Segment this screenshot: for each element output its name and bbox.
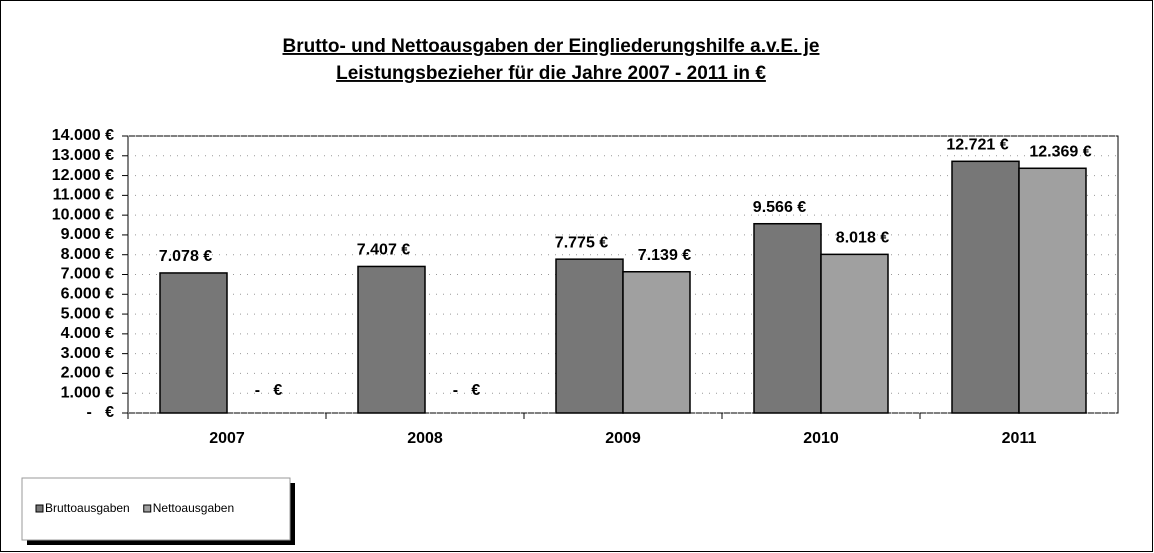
data-label: 12.721 € [946, 137, 1008, 154]
data-label: 8.018 € [836, 230, 889, 247]
chart-title: Leistungsbezieher für die Jahre 2007 - 2… [336, 63, 766, 84]
y-tick-label: 10.000 € [52, 206, 114, 223]
bar [555, 258, 624, 414]
data-label: 7.078 € [159, 248, 212, 265]
y-tick-label: 6.000 € [61, 286, 114, 303]
chart-title: Brutto- und Nettoausgaben der Einglieder… [283, 36, 820, 57]
y-tick-label: 3.000 € [61, 345, 114, 362]
data-label: 7.407 € [357, 242, 410, 259]
y-tick-label: 2.000 € [61, 365, 114, 382]
bar [159, 272, 228, 414]
data-label: - € [255, 382, 283, 399]
y-tick-label: 7.000 € [61, 266, 114, 283]
data-label: 9.566 € [753, 199, 806, 216]
bar [1018, 167, 1087, 414]
y-tick-label: 8.000 € [61, 246, 114, 263]
legend-swatch [35, 504, 44, 513]
y-tick-label: 5.000 € [61, 305, 114, 322]
bar [951, 160, 1020, 414]
y-tick-label: 14.000 € [52, 127, 114, 144]
legend-label: Nettoausgaben [153, 501, 234, 515]
y-tick-label: 12.000 € [52, 167, 114, 184]
bar [820, 253, 889, 414]
legend [21, 477, 291, 541]
bar [357, 265, 426, 414]
data-label: 7.139 € [638, 247, 691, 264]
x-tick-label: 2007 [209, 430, 245, 447]
x-tick-label: 2009 [605, 430, 641, 447]
y-tick-label: 11.000 € [53, 187, 115, 204]
y-tick-label: 1.000 € [61, 384, 114, 401]
data-label: - € [453, 382, 481, 399]
data-label: 7.775 € [555, 234, 608, 251]
bar [622, 270, 691, 414]
x-tick-label: 2008 [407, 430, 443, 447]
y-tick-label: 9.000 € [61, 226, 114, 243]
data-label: 12.369 € [1029, 143, 1091, 160]
legend-label: Bruttoausgaben [45, 501, 130, 515]
y-tick-label: 4.000 € [61, 325, 114, 342]
y-tick-label: 13.000 € [52, 147, 114, 164]
bar [753, 222, 822, 414]
x-tick-label: 2011 [1002, 430, 1037, 447]
y-tick-label: - € [86, 404, 114, 421]
legend-swatch [143, 504, 152, 513]
x-tick-label: 2010 [803, 430, 839, 447]
